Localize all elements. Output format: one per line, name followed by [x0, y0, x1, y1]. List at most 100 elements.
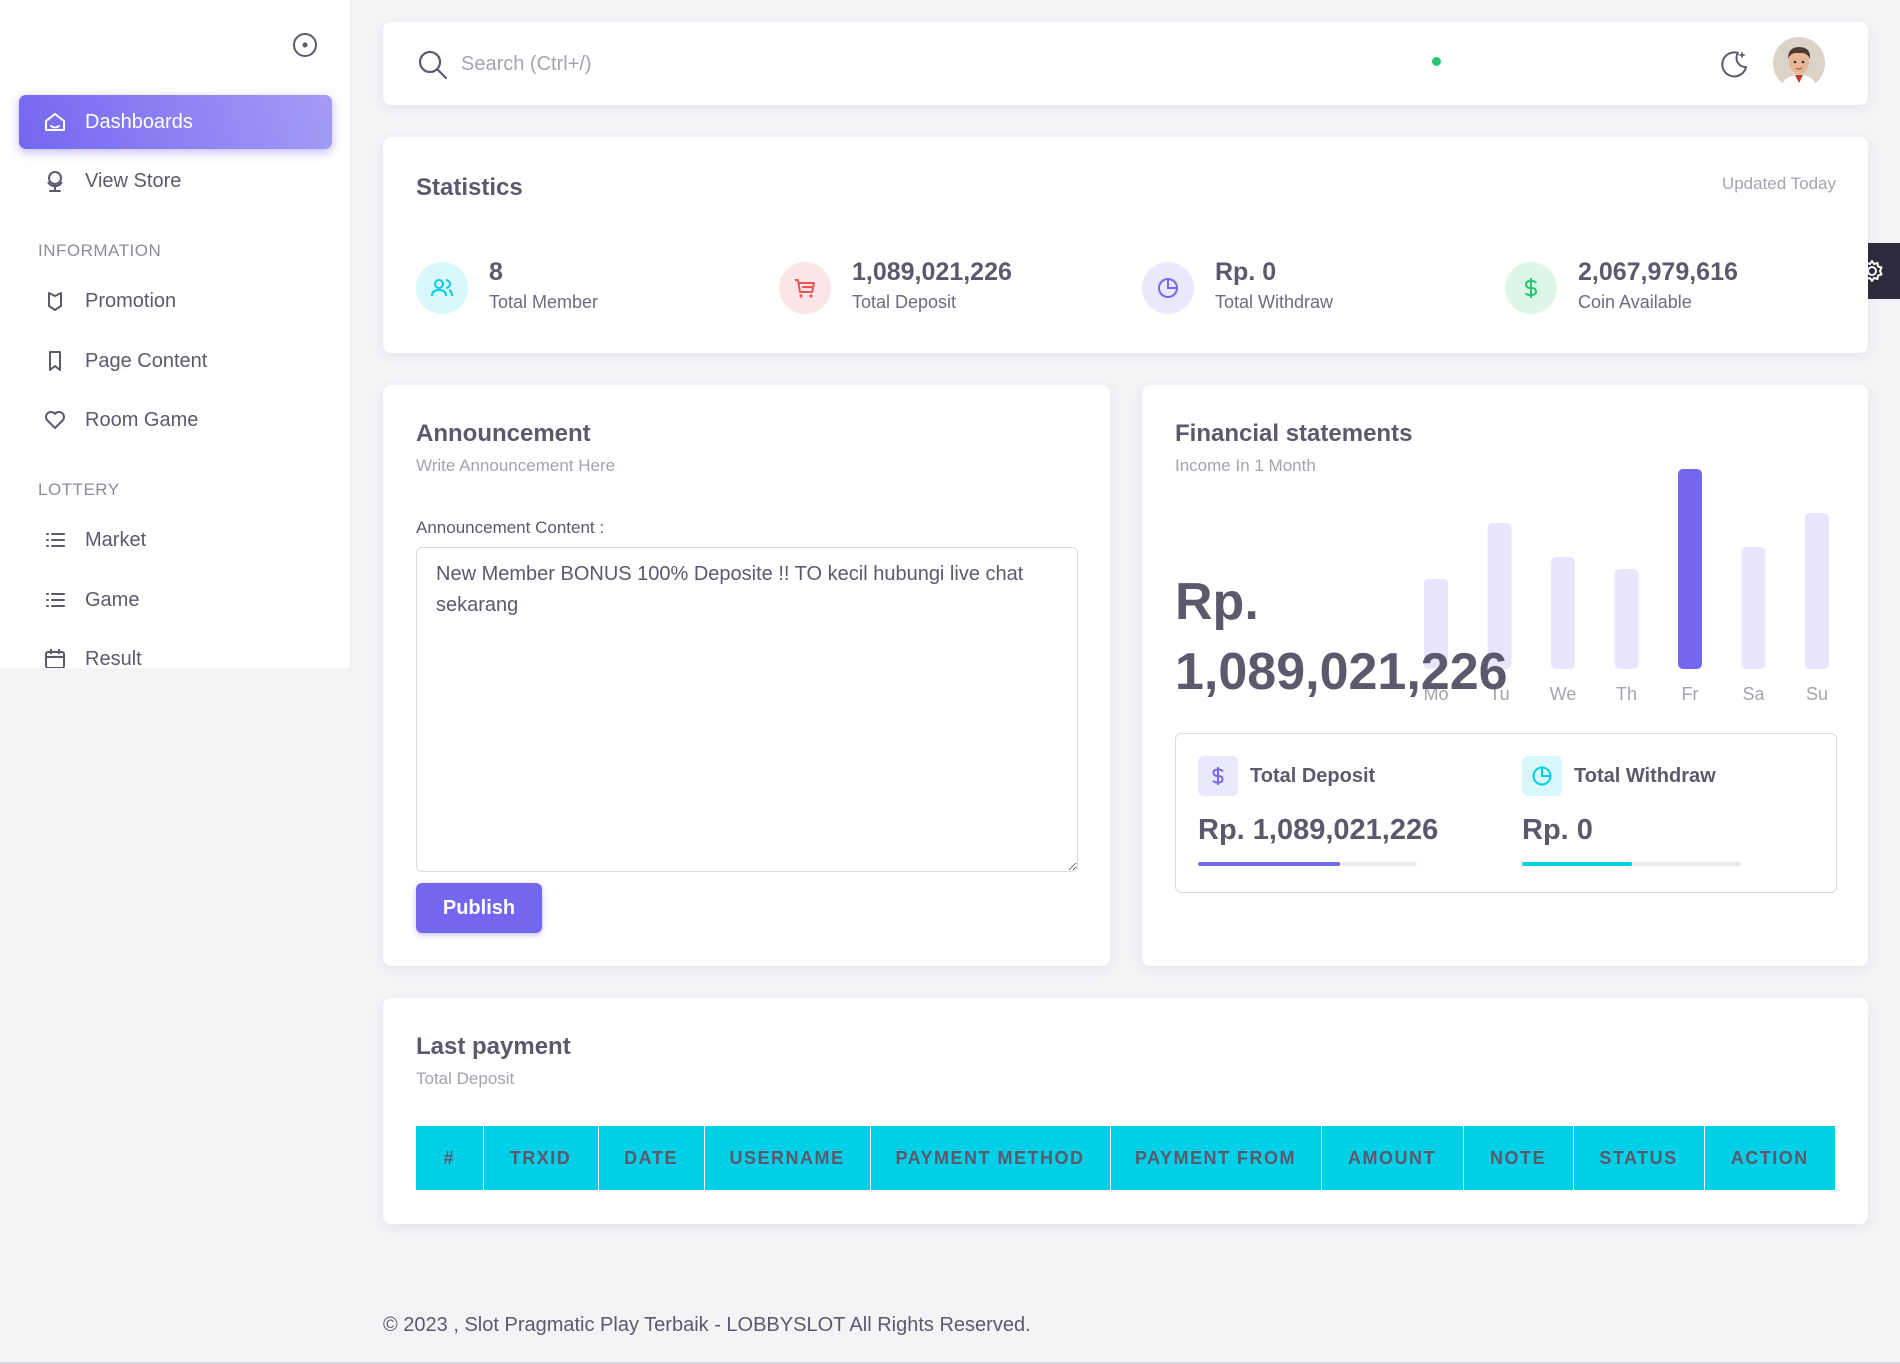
sidebar-item-room-game[interactable]: Room Game [19, 393, 332, 447]
sidebar-item-label: Dashboards [85, 110, 193, 133]
bookmark-icon [49, 351, 61, 371]
heart-icon [45, 411, 65, 429]
summary-deposit-value: Rp. 1,089,021,226 [1198, 814, 1439, 846]
chart-bar-th [1614, 569, 1639, 669]
footer-copyright: © 2023 , Slot Pragmatic Play Terbaik - L… [383, 1314, 1031, 1336]
globe-icon [47, 171, 63, 192]
deposit-progress-bar [1198, 862, 1417, 866]
sidebar-item-label: Room Game [85, 408, 199, 431]
chart-tick-label: We [1550, 684, 1577, 704]
column-header[interactable]: PAYMENT FROM [1110, 1126, 1322, 1190]
chart-bar-mo [1424, 579, 1448, 669]
dollar-icon [1198, 756, 1238, 796]
chart-tick-label: Fr [1682, 684, 1699, 704]
column-header[interactable]: USERNAME [704, 1126, 871, 1190]
announcement-subtitle: Write Announcement Here [416, 456, 616, 475]
stat-coin-available: 2,067,979,616 Coin Available [1505, 257, 1738, 314]
list-icon [46, 593, 65, 607]
payment-subtitle: Total Deposit [416, 1069, 515, 1088]
search-input[interactable] [461, 46, 1161, 82]
pie-chart-icon [1142, 262, 1194, 314]
announcement-textarea[interactable] [416, 547, 1078, 872]
stat-value: 8 [489, 258, 503, 286]
announcement-field-label: Announcement Content : [416, 518, 605, 537]
chart-bar-su [1805, 513, 1829, 669]
chart-tick-label: Tu [1489, 684, 1509, 704]
sidebar-item-result[interactable]: Result [19, 632, 332, 668]
chart-bar-tu [1487, 523, 1512, 669]
chart-bar-we [1551, 557, 1575, 669]
finance-summary: Total Deposit Rp. 1,089,021,226 Total Wi… [1175, 733, 1837, 893]
home-icon [45, 113, 65, 131]
sidebar-item-page-content[interactable]: Page Content [19, 334, 332, 388]
financial-statements-card: Financial statements Income In 1 Month M… [1142, 385, 1868, 966]
stat-value: 2,067,979,616 [1578, 258, 1738, 286]
sidebar-item-label: Promotion [85, 289, 177, 312]
withdraw-progress-bar [1522, 862, 1741, 866]
statistics-card: Statistics Updated Today 8 Total Member … [383, 137, 1868, 353]
sidebar-item-label: Market [85, 528, 147, 551]
statistics-title: Statistics [416, 174, 523, 201]
bottom-divider [0, 1362, 1900, 1364]
stat-total-withdraw: Rp. 0 Total Withdraw [1142, 257, 1333, 314]
sidebar-item-label: Page Content [85, 349, 208, 372]
dollar-icon [1505, 262, 1557, 314]
column-header[interactable]: ACTION [1730, 1147, 1809, 1168]
stat-value: Rp. 0 [1215, 258, 1277, 286]
withdraw-progress-fill [1522, 862, 1632, 866]
online-status-dot [1430, 55, 1443, 68]
sidebar-item-label: Game [85, 588, 140, 611]
column-header[interactable]: NOTE [1463, 1126, 1574, 1190]
summary-withdraw: Total Withdraw Rp. 0 [1522, 756, 1741, 866]
users-icon [416, 262, 468, 314]
user-avatar-icon [1773, 37, 1825, 89]
publish-button[interactable]: Publish [416, 883, 542, 933]
column-header[interactable]: TRXID [483, 1126, 599, 1190]
moon-icon[interactable] [1716, 45, 1752, 81]
stat-total-member: 8 Total Member [416, 257, 598, 314]
table-header-row: # TRXID DATE USERNAME PAYMENT METHOD PAY… [416, 1126, 1835, 1190]
finance-title: Financial statements [1175, 420, 1413, 447]
statistics-updated: Updated Today [1721, 174, 1836, 193]
sidebar-toggle-icon[interactable] [291, 31, 319, 59]
sidebar-item-label: Result [85, 647, 142, 669]
sidebar-item-label: View Store [85, 169, 182, 192]
stat-value: 1,089,021,226 [852, 258, 1012, 286]
search-icon[interactable] [416, 48, 450, 82]
summary-withdraw-value: Rp. 0 [1522, 814, 1593, 846]
column-header[interactable]: AMOUNT [1321, 1126, 1464, 1190]
stat-label: Total Withdraw [1215, 292, 1334, 312]
summary-withdraw-label: Total Withdraw [1574, 764, 1716, 787]
calendar-icon [45, 649, 65, 668]
payment-title: Last payment [416, 1033, 571, 1060]
avatar[interactable] [1773, 37, 1825, 89]
last-payment-card: Last payment Total Deposit # TRXID DATE … [383, 998, 1868, 1224]
sidebar-item-promotion[interactable]: Promotion [19, 274, 332, 328]
sidebar-item-view-store[interactable]: View Store [19, 154, 332, 208]
sidebar: Dashboards View Store INFORMATION Promot… [0, 0, 351, 668]
shield-icon [48, 292, 62, 311]
sidebar-item-game[interactable]: Game [19, 573, 332, 627]
sidebar-item-market[interactable]: Market [19, 513, 332, 567]
announcement-title: Announcement [416, 420, 591, 447]
sidebar-header-lottery: LOTTERY [38, 480, 120, 499]
column-header[interactable]: PAYMENT METHOD [870, 1126, 1111, 1190]
summary-deposit: Total Deposit Rp. 1,089,021,226 [1198, 756, 1438, 866]
chart-bar-sa [1741, 547, 1766, 669]
stat-label: Total Member [489, 292, 599, 312]
chart-bar-fr [1678, 469, 1702, 669]
cart-icon [779, 262, 831, 314]
announcement-card: Announcement Write Announcement Here Ann… [383, 385, 1110, 966]
sidebar-header-information: INFORMATION [38, 241, 162, 260]
column-header[interactable]: DATE [598, 1126, 705, 1190]
stat-total-deposit: 1,089,021,226 Total Deposit [779, 257, 1012, 314]
topbar [383, 22, 1868, 105]
summary-deposit-label: Total Deposit [1250, 764, 1376, 787]
payment-table: # TRXID DATE USERNAME PAYMENT METHOD PAY… [416, 1126, 1835, 1190]
column-header[interactable]: STATUS [1573, 1126, 1705, 1190]
column-header[interactable]: # [416, 1126, 484, 1190]
stat-label: Total Deposit [852, 292, 957, 312]
pie-chart-icon [1522, 756, 1562, 796]
list-icon [46, 533, 65, 547]
sidebar-item-dashboards[interactable]: Dashboards [19, 95, 332, 149]
